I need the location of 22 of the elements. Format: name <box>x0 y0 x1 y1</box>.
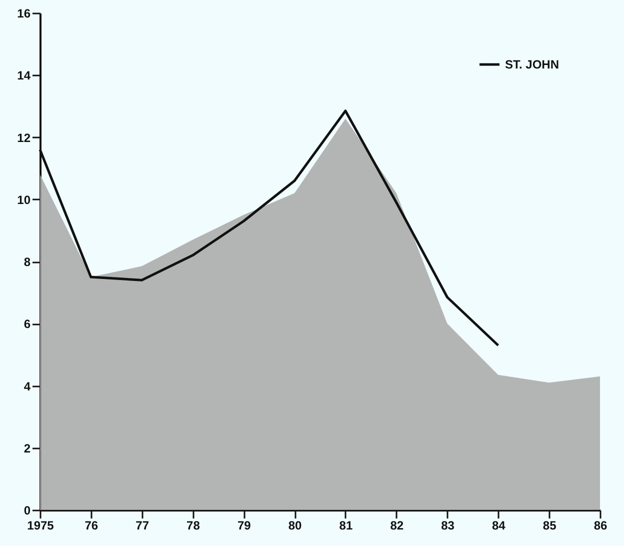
x-tick-label: 86 <box>594 518 608 532</box>
y-tick-label: 14 <box>17 68 31 83</box>
y-tick-label: 16 <box>17 6 31 20</box>
x-tick-label: 77 <box>136 518 150 532</box>
x-tick-label: 78 <box>186 518 200 532</box>
x-tick-label: 79 <box>237 518 252 532</box>
y-tick-label: 8 <box>24 255 31 269</box>
y-tick-label: 6 <box>24 317 31 332</box>
x-tick-label: 85 <box>542 518 557 532</box>
y-tick-label: 0 <box>24 504 31 518</box>
y-tick-label: 4 <box>24 379 31 394</box>
x-tick-label: 1975 <box>27 518 54 532</box>
x-tick-label: 82 <box>390 518 404 532</box>
y-tick-label: 10 <box>17 192 31 207</box>
x-tick-label: 81 <box>339 518 353 532</box>
x-tick-label: 76 <box>84 518 98 532</box>
y-tick-label: 12 <box>17 130 31 145</box>
legend-label: ST. JOHN <box>505 58 560 72</box>
x-tick-label: 84 <box>492 518 506 532</box>
x-tick-label: 83 <box>441 518 455 532</box>
x-tick-label: 80 <box>288 518 302 532</box>
y-tick-label: 2 <box>24 441 31 456</box>
